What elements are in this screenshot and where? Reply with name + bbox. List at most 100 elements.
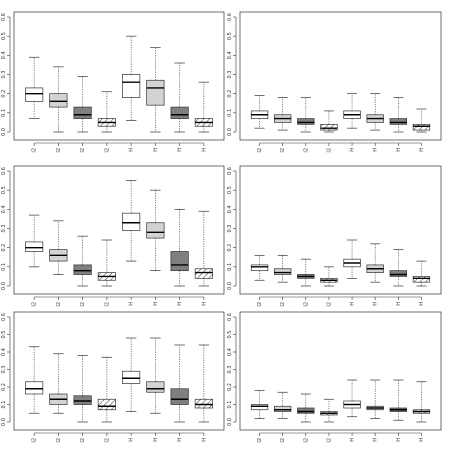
box xyxy=(250,254,269,281)
y-tick-label: 0.3 xyxy=(227,71,233,79)
box xyxy=(73,235,92,287)
box xyxy=(320,110,338,133)
box xyxy=(194,81,213,133)
box-iqr xyxy=(297,118,315,125)
box xyxy=(366,379,384,419)
box xyxy=(274,97,292,131)
box xyxy=(73,76,92,133)
box xyxy=(170,344,189,423)
y-tick-label: 0.0 xyxy=(227,418,233,426)
y-tick-label: 0.2 xyxy=(227,90,233,98)
box xyxy=(122,337,141,412)
x-tick-label: H xyxy=(419,148,425,152)
y-tick-label: 0.1 xyxy=(1,109,7,117)
box xyxy=(49,66,68,133)
x-tick-label: H xyxy=(419,302,425,306)
x-tick-label: H xyxy=(396,302,402,306)
x-tick-label: I2 xyxy=(56,302,62,307)
x-tick-label: H xyxy=(177,438,183,442)
x-tick-label: I2 xyxy=(56,148,62,153)
y-tick-label: 0.4 xyxy=(1,348,7,356)
x-tick-label: H xyxy=(201,302,207,306)
y-tick-label: 0.5 xyxy=(1,331,7,339)
panel-frame xyxy=(13,311,225,431)
x-tick-label: H xyxy=(419,438,425,442)
x-tick-label: I2 xyxy=(257,302,263,307)
x-tick-label: H xyxy=(396,438,402,442)
y-tick-label: 0.1 xyxy=(227,401,233,409)
y-tick-label: 0.5 xyxy=(1,32,7,40)
box-iqr xyxy=(25,241,44,252)
x-tick-label: I2 xyxy=(56,438,62,443)
x-tick-label: I2 xyxy=(280,148,286,153)
box-iqr xyxy=(274,268,292,275)
y-tick-label: 0.6 xyxy=(1,313,7,321)
box-iqr xyxy=(194,398,213,409)
box xyxy=(389,97,407,133)
panel-frame xyxy=(13,165,225,295)
box xyxy=(194,344,213,423)
y-tick-label: 0.5 xyxy=(227,331,233,339)
x-tick-label: I2 xyxy=(280,438,286,443)
box xyxy=(389,379,407,421)
box-iqr xyxy=(25,87,44,102)
x-tick-label: I2 xyxy=(32,148,38,153)
y-tick-label: 0.5 xyxy=(227,32,233,40)
x-tick-label: H xyxy=(129,302,135,306)
box xyxy=(194,210,213,287)
box-iqr xyxy=(389,270,407,277)
box xyxy=(170,62,189,133)
x-tick-label: H xyxy=(129,438,135,442)
x-tick-label: H xyxy=(177,302,183,306)
box-iqr xyxy=(146,222,165,239)
box xyxy=(320,266,338,287)
box-iqr xyxy=(274,405,292,412)
box-iqr xyxy=(146,381,165,393)
x-tick-label: I2 xyxy=(104,302,110,307)
box xyxy=(412,260,431,287)
box-iqr xyxy=(170,251,189,272)
x-tick-label: I2 xyxy=(303,438,309,443)
box xyxy=(366,243,384,283)
y-tick-label: 0.3 xyxy=(1,225,7,233)
box-iqr xyxy=(389,118,407,125)
box xyxy=(250,390,269,419)
x-tick-label: H xyxy=(373,148,379,152)
x-tick-label: H xyxy=(373,302,379,306)
box xyxy=(146,337,165,414)
box xyxy=(146,47,165,133)
y-tick-label: 0.3 xyxy=(1,366,7,374)
panel-frame xyxy=(239,311,442,431)
x-tick-label: I2 xyxy=(326,438,332,443)
box-iqr xyxy=(25,381,44,395)
panel-frame xyxy=(13,11,225,141)
y-tick-label: 0.6 xyxy=(227,313,233,321)
x-tick-label: H xyxy=(201,438,207,442)
box-iqr xyxy=(122,74,141,98)
y-tick-label: 0.2 xyxy=(227,244,233,252)
box xyxy=(343,239,361,279)
box-iqr xyxy=(297,407,315,414)
x-tick-label: I2 xyxy=(32,302,38,307)
box xyxy=(389,249,407,287)
y-tick-label: 0.4 xyxy=(227,51,233,59)
box-iqr xyxy=(194,268,213,279)
box-iqr xyxy=(170,106,189,119)
box xyxy=(122,35,141,121)
x-tick-label: I2 xyxy=(326,148,332,153)
y-tick-label: 0.2 xyxy=(1,90,7,98)
y-tick-label: 0.0 xyxy=(1,128,7,136)
x-tick-label: I2 xyxy=(257,148,263,153)
x-tick-label: H xyxy=(350,302,356,306)
y-tick-label: 0.2 xyxy=(227,383,233,391)
y-tick-label: 0.2 xyxy=(1,244,7,252)
y-tick-label: 0.4 xyxy=(227,348,233,356)
box xyxy=(297,393,315,423)
box xyxy=(412,381,431,423)
y-tick-label: 0.0 xyxy=(1,418,7,426)
box xyxy=(343,379,361,418)
box xyxy=(297,97,315,133)
y-tick-label: 0.0 xyxy=(227,128,233,136)
y-tick-label: 0.1 xyxy=(227,263,233,271)
